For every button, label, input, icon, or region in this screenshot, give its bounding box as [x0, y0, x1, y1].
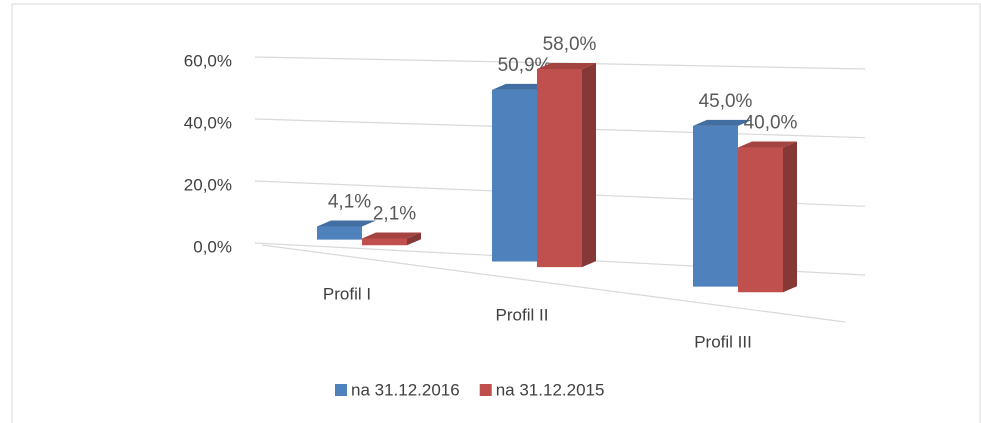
bar: [492, 89, 537, 262]
bar: [362, 238, 407, 246]
value-label: 45,0%: [699, 91, 753, 112]
bar: [693, 125, 738, 287]
bar-top: [693, 119, 752, 126]
floor-edge: [261, 244, 846, 323]
legend-swatch: [479, 384, 492, 396]
bar: [317, 226, 362, 240]
x-tick-label: Profil I: [323, 284, 371, 303]
y-tick-label: 60,0%: [184, 51, 232, 70]
bar-top: [317, 220, 376, 227]
legend-label: na 31.12.2016: [351, 380, 460, 399]
x-tick-label: Profil III: [694, 332, 752, 351]
value-label: 2,1%: [373, 203, 416, 224]
y-tick-label: 0,0%: [193, 237, 232, 256]
x-tick-label: Profil II: [496, 305, 549, 324]
chart-frame: [11, 3, 981, 423]
bar-top: [492, 83, 551, 90]
bar-top: [537, 62, 596, 69]
y-tick-label: 40,0%: [184, 113, 232, 132]
bar-top: [738, 141, 797, 148]
legend-swatch: [335, 384, 347, 396]
bar-side: [783, 141, 797, 293]
y-tick-label: 20,0%: [184, 175, 232, 194]
bar-top: [362, 232, 421, 239]
legend-label: na 31.12.2015: [496, 380, 605, 399]
bar: [537, 68, 582, 268]
value-label: 58,0%: [543, 34, 597, 55]
bar-side: [407, 232, 421, 246]
value-label: 40,0%: [744, 113, 798, 134]
bar-side: [582, 62, 596, 268]
bar: [738, 147, 783, 293]
value-label: 4,1%: [328, 192, 371, 213]
